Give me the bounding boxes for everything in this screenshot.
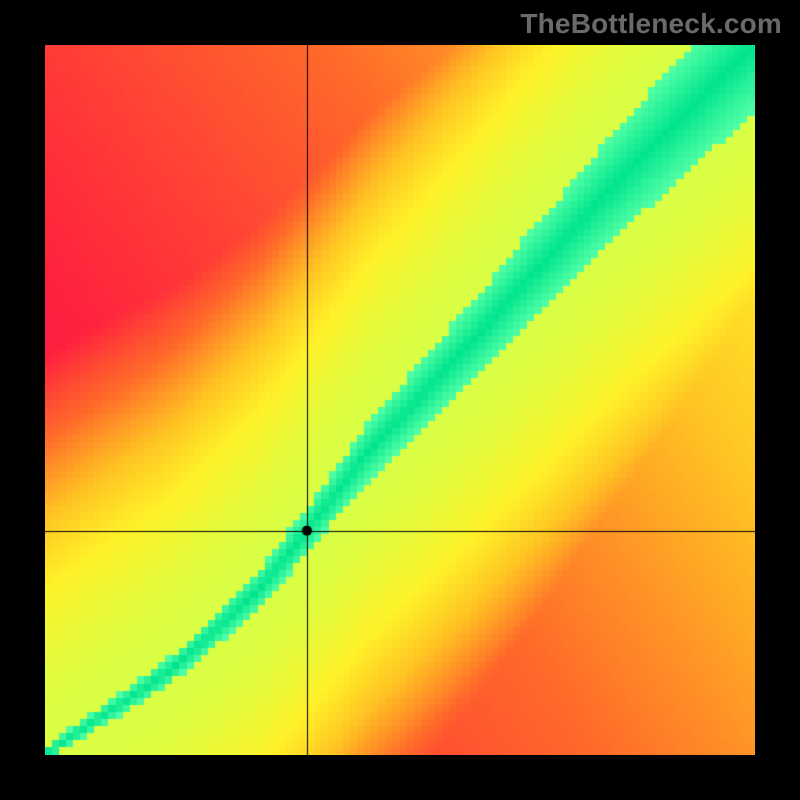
- chart-root: TheBottleneck.com: [0, 0, 800, 800]
- crosshair-overlay: [45, 45, 755, 755]
- watermark-text: TheBottleneck.com: [520, 8, 782, 40]
